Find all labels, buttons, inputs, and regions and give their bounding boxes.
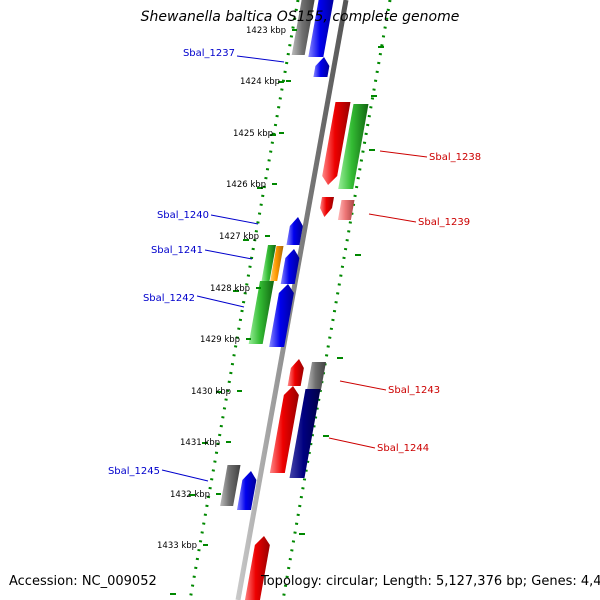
- gene-label-sbal-1238[interactable]: Sbal_1238: [429, 152, 481, 163]
- gene-green-1242[interactable]: [249, 281, 274, 344]
- scale-tick-label: 1432 kbp: [170, 490, 210, 500]
- gene-label-connector: [380, 151, 427, 157]
- gene-blue-small-top[interactable]: [313, 57, 329, 77]
- genome-map-view: 1423 kbp 1424 kbp 1425 kbp 1426 kbp 1427 kbp…: [0, 0, 600, 600]
- gene-label-sbal-1239[interactable]: Sbal_1239: [418, 217, 470, 228]
- gene-label-connector: [329, 438, 375, 448]
- scale-tick-label: 1427 kbp: [219, 232, 259, 242]
- scale-tick-label: 1431 kbp: [180, 438, 220, 448]
- gene-label-sbal-1245[interactable]: Sbal_1245: [108, 466, 160, 477]
- gene-red-1239[interactable]: [320, 197, 334, 217]
- scale-tick-label: 1424 kbp: [240, 77, 280, 87]
- gene-label-connector: [237, 56, 284, 62]
- genome-map: 1423 kbp 1424 kbp 1425 kbp 1426 kbp 1427 kbp…: [0, 0, 600, 600]
- gene-label-sbal-1237[interactable]: Sbal_1237: [183, 48, 235, 59]
- gene-label-sbal-1240[interactable]: Sbal_1240: [157, 210, 209, 221]
- scale-tick-label: 1423 kbp: [246, 26, 286, 36]
- accession-text: Accession: NC_009052: [9, 574, 157, 589]
- scale-tick-label: 1428 kbp: [210, 284, 250, 294]
- scale-tick-label: 1429 kbp: [200, 335, 240, 345]
- gene-pink-1239[interactable]: [338, 200, 355, 220]
- genome-summary-text: Topology: circular; Length: 5,127,376 bp…: [261, 574, 600, 589]
- gene-label-sbal-1241[interactable]: Sbal_1241: [151, 245, 203, 256]
- gene-label-connector: [369, 214, 416, 222]
- scale-tick-label: 1433 kbp: [157, 541, 197, 551]
- gene-label-connector: [205, 250, 252, 259]
- outer-dotted-ring: [283, 0, 390, 600]
- gene-label-connector: [340, 381, 386, 390]
- gene-label-sbal-1243[interactable]: Sbal_1243: [388, 385, 440, 396]
- scale-tick-label: 1426 kbp: [226, 180, 266, 190]
- gene-red-1243[interactable]: [288, 359, 304, 386]
- gene-label-connector: [162, 470, 208, 481]
- gene-label-sbal-1244[interactable]: Sbal_1244: [377, 443, 429, 454]
- gene-gray-1243[interactable]: [307, 362, 326, 391]
- gene-gray-1245[interactable]: [220, 465, 240, 506]
- gene-label-connector: [211, 215, 258, 224]
- scale-tick-label: 1425 kbp: [233, 129, 273, 139]
- genome-title: Shewanella baltica OS155, complete genom…: [0, 9, 600, 25]
- gene-label-sbal-1242[interactable]: Sbal_1242: [143, 293, 195, 304]
- scale-tick-label: 1430 kbp: [191, 387, 231, 397]
- gene-label-connector: [197, 296, 244, 307]
